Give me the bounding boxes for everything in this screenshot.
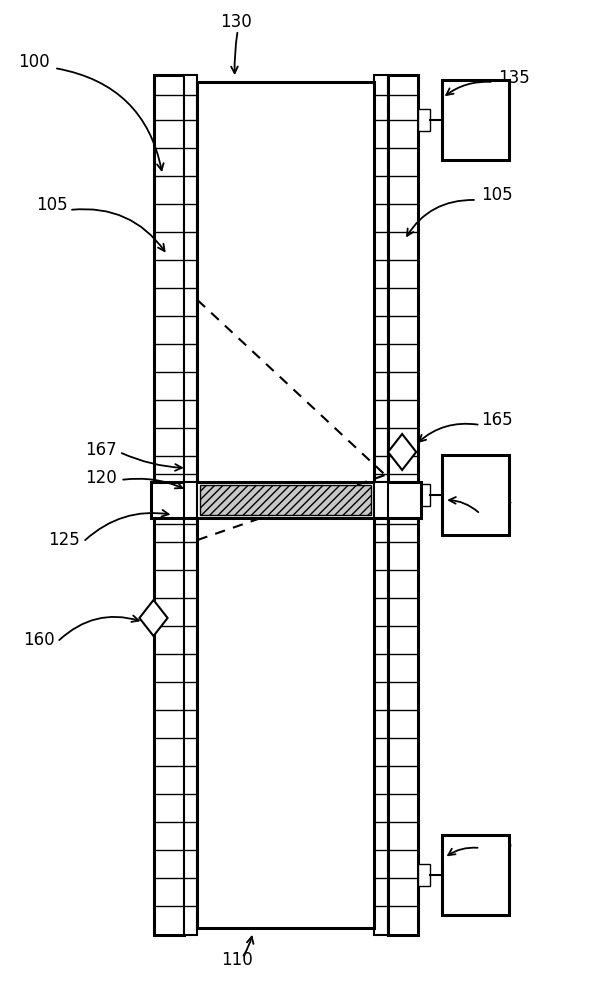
Text: 135: 135: [498, 69, 530, 87]
Bar: [388, 75, 418, 935]
Bar: [184, 482, 197, 518]
Bar: [418, 484, 430, 506]
Bar: [197, 82, 374, 488]
Text: 167: 167: [85, 441, 117, 459]
Bar: [197, 512, 374, 928]
Bar: [418, 864, 430, 886]
Text: 115: 115: [482, 836, 514, 854]
Bar: [154, 75, 184, 935]
Text: 125: 125: [48, 531, 80, 549]
Bar: [442, 455, 509, 535]
Text: 120: 120: [85, 469, 117, 487]
Polygon shape: [388, 434, 416, 470]
Text: 105: 105: [482, 186, 514, 204]
Text: 127: 127: [482, 501, 514, 519]
Text: 110: 110: [222, 951, 253, 969]
Bar: [184, 75, 197, 935]
Bar: [442, 835, 509, 915]
Bar: [374, 75, 388, 935]
Bar: [150, 482, 421, 518]
Text: 100: 100: [18, 53, 50, 71]
Text: 130: 130: [220, 13, 252, 31]
Bar: [374, 482, 388, 518]
Bar: [442, 80, 509, 160]
Text: 105: 105: [36, 196, 68, 214]
Bar: [200, 485, 371, 515]
Bar: [418, 109, 430, 131]
Text: 160: 160: [23, 631, 55, 649]
Polygon shape: [140, 600, 167, 636]
Text: 165: 165: [482, 411, 514, 429]
